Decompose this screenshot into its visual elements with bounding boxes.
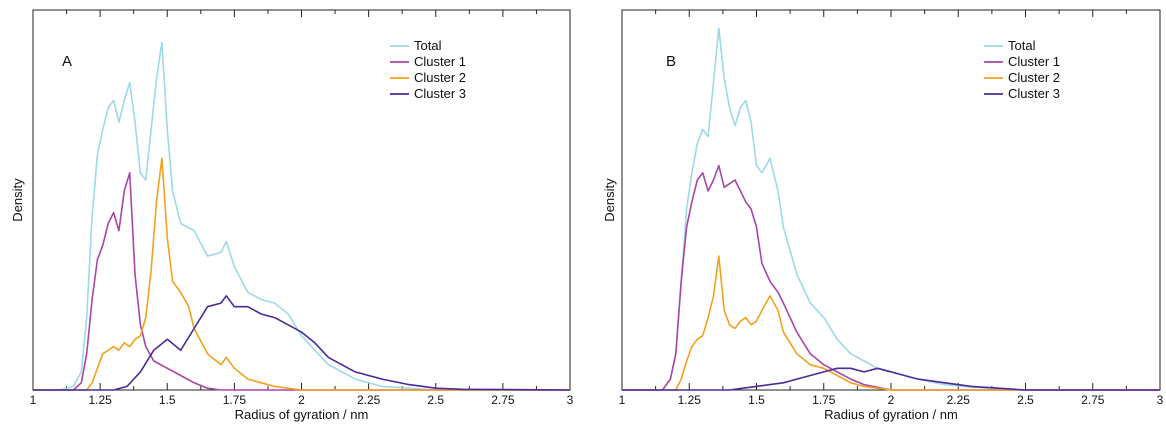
series-line-cluster-2 <box>33 157 570 391</box>
legend-entry: Cluster 3 <box>414 86 466 101</box>
legend-entry: Cluster 3 <box>1008 86 1060 101</box>
x-tick-label: 1 <box>30 393 37 407</box>
chart-panel-a: 1 1.25 1.5 1.75 2 2.25 2.5 2.75 3 Radius of gyrat… <box>10 9 574 422</box>
x-tick-label: 1.25 <box>678 393 702 407</box>
x-axis-label: Radius of gyration / nm <box>235 407 369 422</box>
x-tick-label: 1.5 <box>748 393 765 407</box>
y-axis-label: Density <box>602 178 617 222</box>
series-line-cluster-1 <box>622 164 1160 391</box>
legend-entry: Cluster 1 <box>414 54 466 69</box>
panel-label: A <box>62 53 72 70</box>
x-axis-label: Radius of gyration / nm <box>824 407 958 422</box>
series-line-cluster-1 <box>33 172 570 391</box>
x-tick-label: 3 <box>1157 393 1164 407</box>
y-axis-label: Density <box>10 178 25 222</box>
panel-label: B <box>666 53 676 70</box>
x-tick-label: 2.5 <box>427 393 444 407</box>
legend-entry: Total <box>414 38 442 53</box>
series-line-cluster-3 <box>622 367 1160 391</box>
chart-panel-b: 1 1.25 1.5 1.75 2 2.25 2.5 2.75 3 Radius of gyrat… <box>602 9 1164 422</box>
x-tick-label: 1.75 <box>223 393 247 407</box>
x-tick-label: 2.75 <box>491 393 515 407</box>
series-line-cluster-3 <box>33 295 571 391</box>
legend-entry: Cluster 2 <box>414 70 466 85</box>
x-tick-label: 2.75 <box>1081 393 1105 407</box>
x-tick-label: 1 <box>619 393 626 407</box>
series-line-total <box>33 41 570 391</box>
x-tick-label: 3 <box>567 393 574 407</box>
x-tick-label: 2.25 <box>947 393 971 407</box>
x-tick-label: 1.25 <box>88 393 112 407</box>
x-tick-label: 2 <box>298 393 305 407</box>
x-tick-label: 2.25 <box>357 393 381 407</box>
x-tick-label: 2.5 <box>1017 393 1034 407</box>
series-line-cluster-2 <box>622 255 1160 391</box>
legend-entry: Cluster 2 <box>1008 70 1060 85</box>
x-tick-label: 2 <box>888 393 895 407</box>
x-tick-label: 1.75 <box>812 393 836 407</box>
legend-entry: Total <box>1008 38 1036 53</box>
x-tick-label: 1.5 <box>159 393 176 407</box>
legend-entry: Cluster 1 <box>1008 54 1060 69</box>
